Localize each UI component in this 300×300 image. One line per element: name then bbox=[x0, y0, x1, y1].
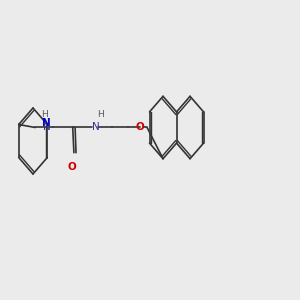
Text: H: H bbox=[97, 110, 104, 119]
Text: N: N bbox=[43, 122, 51, 133]
Text: N: N bbox=[42, 118, 51, 128]
Text: H: H bbox=[41, 110, 48, 119]
Text: O: O bbox=[135, 122, 144, 133]
Text: N: N bbox=[92, 122, 100, 133]
Text: O: O bbox=[68, 162, 76, 172]
